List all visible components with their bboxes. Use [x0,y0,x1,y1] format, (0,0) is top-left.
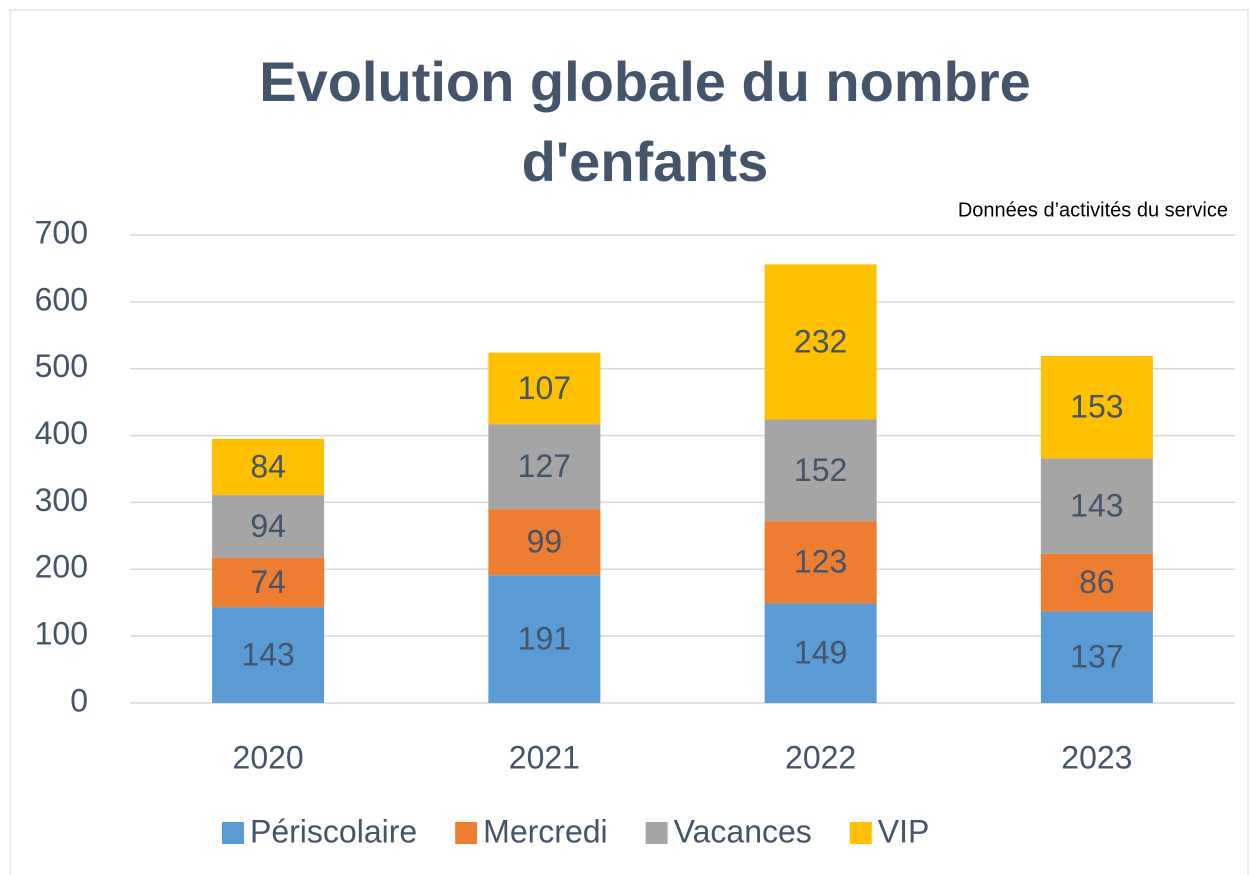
data-label: 152 [794,452,847,488]
chart-border [9,9,1249,875]
data-label: 191 [518,621,571,657]
bar-segment [1040,553,1153,612]
data-label: 143 [1070,488,1123,524]
annotation: Données d’activités du service [958,199,1228,221]
legend-label: VIP [878,813,930,849]
bar-segment [1040,356,1153,459]
legend-swatch [455,822,478,844]
bar-segment [212,495,325,558]
bar-segment [488,424,601,510]
y-tick-label: 400 [35,415,88,451]
y-tick-label: 200 [35,549,88,585]
x-tick-label: 2020 [233,739,304,775]
data-label: 94 [250,508,286,544]
data-label: 84 [250,448,286,484]
y-tick-label: 600 [35,281,88,317]
bar-segment [212,438,325,496]
y-tick-label: 700 [35,214,88,250]
legend-swatch [849,822,872,844]
bar-segment [1040,458,1153,554]
y-tick-label: 300 [35,482,88,518]
bar-segment [488,575,601,703]
bar-segment [488,352,601,425]
data-label: 123 [794,544,847,580]
x-tick-label: 2021 [509,739,580,775]
legend-label: Mercredi [483,813,607,849]
bar-segment [764,264,877,420]
data-label: 153 [1070,389,1123,425]
data-label: 149 [794,635,847,671]
bar-segment [212,607,325,703]
data-label: 99 [527,524,563,560]
legend-swatch [222,822,244,844]
legend-swatch [645,822,668,844]
bar-segment [764,521,877,604]
data-label: 127 [518,448,571,484]
data-label: 74 [250,564,286,600]
data-label: 137 [1070,639,1123,675]
y-tick-label: 500 [35,348,88,384]
data-label: 232 [794,323,847,359]
bar-segment [488,509,601,576]
bar-segment [1040,611,1153,703]
data-label: 86 [1079,564,1115,600]
legend-label: Périscolaire [250,813,417,849]
bar-segment [764,603,877,703]
data-label: 143 [241,637,294,673]
y-tick-label: 0 [70,682,88,718]
data-label: 107 [518,370,571,406]
x-tick-label: 2022 [785,739,856,775]
x-tick-label: 2023 [1061,739,1132,775]
legend-label: Vacances [674,813,812,849]
chart-title: Evolution globale du nombre d'enfants [259,50,1031,193]
y-tick-label: 100 [35,616,88,652]
bar-segment [764,419,877,522]
bar-segment [212,557,325,608]
